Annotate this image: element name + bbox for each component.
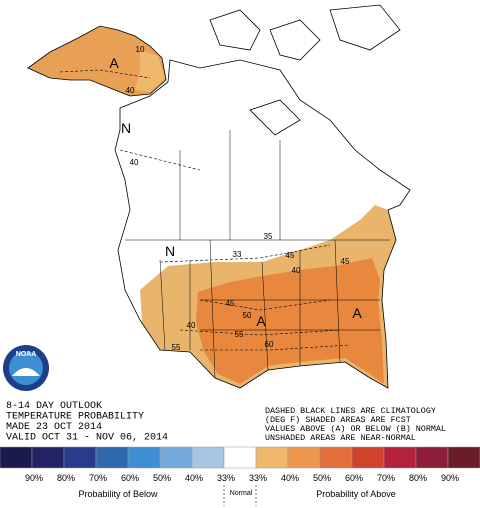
legend-normal: Normal: [230, 490, 253, 497]
legend-label: 40%: [281, 473, 299, 483]
map-label: 40: [126, 86, 135, 95]
coastline: [114, 59, 411, 389]
legend-label: 40%: [185, 473, 203, 483]
map-label: 10: [136, 45, 145, 54]
map-label: N: [121, 120, 131, 136]
map-label: 55: [235, 330, 244, 339]
map-label: 33: [233, 250, 242, 259]
map-label: 45: [226, 299, 235, 308]
legend-label: 60%: [121, 473, 139, 483]
legend-swatch: [127, 446, 161, 469]
legend-label: 90%: [25, 473, 43, 483]
legend-swatch: [319, 446, 353, 469]
legend-swatch: [255, 446, 289, 469]
map-label: 60: [265, 340, 274, 349]
legend-label: 33%: [217, 473, 235, 483]
legend-label: 60%: [345, 473, 363, 483]
header-line: MADE 23 OCT 2014: [6, 422, 102, 433]
legend-swatch: [223, 446, 257, 469]
header-line: VALID OCT 31 - NOV 06, 2014: [6, 433, 168, 444]
note-line: UNSHADED AREAS ARE NEAR-NORMAL: [265, 433, 416, 443]
legend-label: 70%: [377, 473, 395, 483]
map-label: 40: [187, 321, 196, 330]
legend-label: 70%: [89, 473, 107, 483]
legend-swatch: [159, 446, 193, 469]
legend-above-title: Probability of Above: [316, 489, 396, 499]
legend-label: 80%: [409, 473, 427, 483]
legend-below-title: Probability of Below: [78, 489, 158, 499]
logo-text: NOAA: [16, 351, 37, 358]
header-line: TEMPERATURE PROBABILITY: [6, 412, 144, 423]
map-label: A: [352, 305, 362, 321]
legend-swatch: [383, 446, 417, 469]
legend-swatch: [191, 446, 225, 469]
note-line: VALUES ABOVE (A) OR BELOW (B) NORMAL: [265, 424, 446, 434]
legend-swatch: [31, 446, 65, 469]
map-label: 40: [292, 266, 301, 275]
map-label: 45: [341, 257, 350, 266]
map-label: A: [109, 55, 119, 71]
header-line: 8-14 DAY OUTLOOK: [6, 401, 102, 412]
map-labels: A 10 40 N 40 N 33 35 45 40 45 45 50 A A 40 55 60 55: [109, 45, 362, 352]
map-label: 45: [286, 251, 295, 260]
notes: DASHED BLACK LINES ARE CLIMATOLOGY(DEG F…: [265, 406, 446, 443]
map-label: 40: [130, 158, 139, 167]
legend-label: 33%: [249, 473, 267, 483]
legend-swatch: [447, 446, 480, 469]
legend-label: 50%: [153, 473, 171, 483]
legend-label: 50%: [313, 473, 331, 483]
note-line: DASHED BLACK LINES ARE CLIMATOLOGY: [265, 406, 436, 416]
alaska-shade-light: [135, 50, 165, 92]
arctic-islands: [209, 4, 401, 136]
legend-swatch: [0, 446, 33, 469]
legend: 90% 80% 70% 60% 50% 40% 33% 33% 40% 50% 60% 70% 80% 9…: [0, 446, 480, 506]
legend-swatch: [95, 446, 129, 469]
map-label: A: [256, 313, 266, 329]
legend-swatch: [63, 446, 97, 469]
logo-wave: [12, 368, 40, 376]
map-label: N: [165, 243, 175, 259]
alaska-shade: [28, 26, 166, 96]
map-label: 50: [243, 311, 252, 320]
legend-label: 80%: [57, 473, 75, 483]
alaska-coast: [27, 25, 167, 97]
climatology-lines: [59, 69, 351, 351]
legend-swatch: [351, 446, 385, 469]
legend-label: 90%: [441, 473, 459, 483]
legend-swatch: [415, 446, 449, 469]
map: [27, 4, 411, 389]
map-label: 35: [264, 232, 273, 241]
map-label: 55: [172, 343, 181, 352]
borders: [125, 130, 390, 379]
legend-swatch: [287, 446, 321, 469]
noaa-logo: NOAA: [3, 345, 49, 391]
note-line: (DEG F) SHADED AREAS ARE FCST: [265, 415, 411, 425]
